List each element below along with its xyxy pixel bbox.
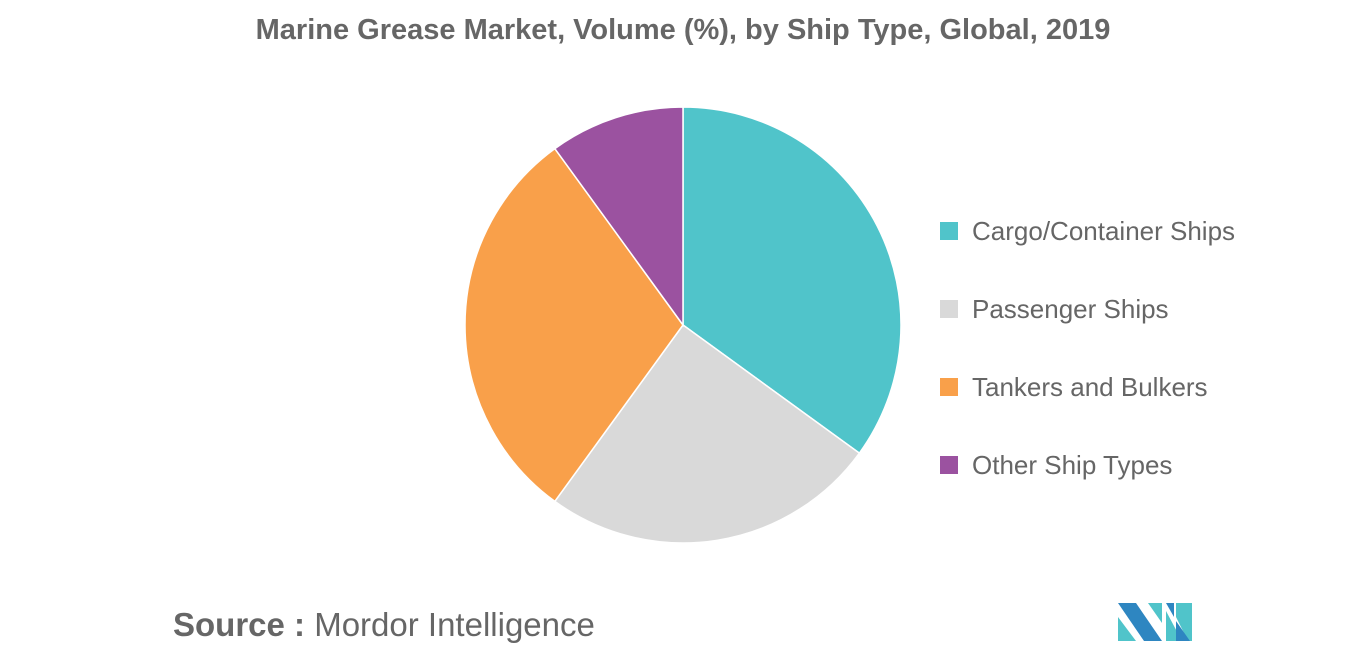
legend-label: Passenger Ships	[972, 293, 1169, 324]
legend-label: Cargo/Container Ships	[972, 215, 1236, 246]
pie-slice-other-ship-types	[553, 106, 684, 328]
legend-swatch	[940, 300, 958, 318]
pie-slice-cargo-container-ships	[682, 106, 902, 455]
chart-title: Marine Grease Market, Volume (%), by Shi…	[255, 14, 1111, 46]
legend-swatch	[940, 456, 958, 474]
pie-slice-tankers-and-bulkers	[464, 147, 684, 503]
legend-item: Passenger Ships	[940, 270, 1235, 348]
source-label: Source :	[173, 606, 306, 643]
legend-label: Tankers and Bulkers	[972, 371, 1208, 402]
legend-swatch	[940, 222, 958, 240]
source: Source : Mordor Intelligence	[173, 606, 595, 644]
source-value: Mordor Intelligence	[314, 606, 595, 643]
legend-item: Cargo/Container Ships	[940, 192, 1235, 270]
legend-label: Other Ship Types	[972, 449, 1173, 480]
legend-item: Other Ship Types	[940, 426, 1235, 504]
mordor-logo	[1118, 603, 1192, 641]
legend: Cargo/Container Ships Passenger Ships Ta…	[940, 192, 1235, 504]
legend-swatch	[940, 378, 958, 396]
legend-item: Tankers and Bulkers	[940, 348, 1235, 426]
pie-slice-passenger-ships	[553, 323, 861, 544]
